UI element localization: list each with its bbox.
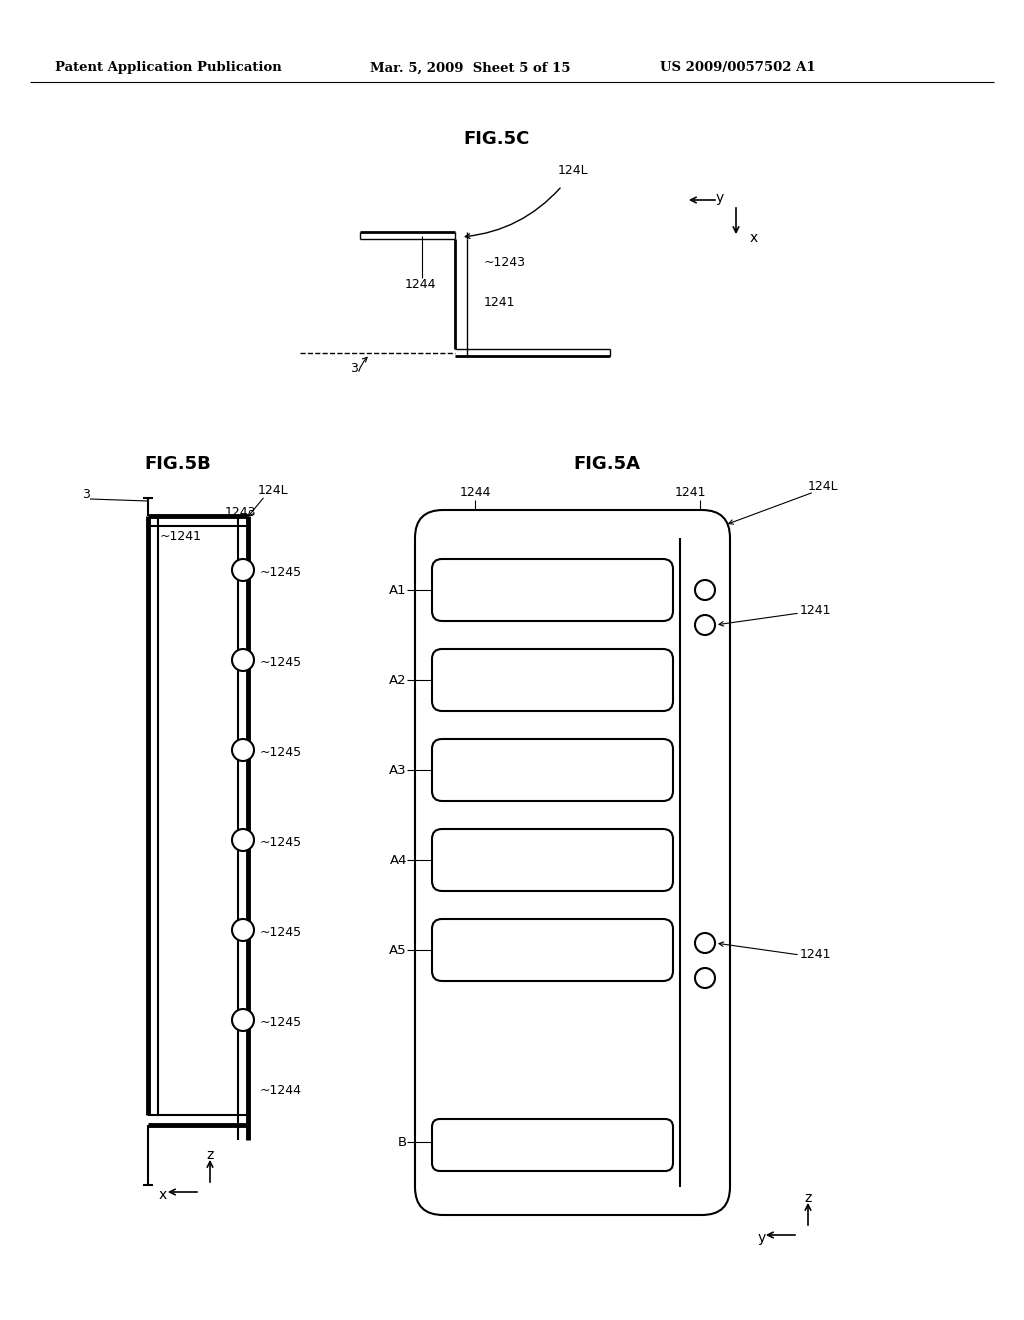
Text: ~1241: ~1241 bbox=[160, 531, 202, 544]
Text: 1244: 1244 bbox=[406, 277, 436, 290]
Circle shape bbox=[232, 558, 254, 581]
FancyBboxPatch shape bbox=[432, 829, 673, 891]
Text: 1241: 1241 bbox=[800, 603, 831, 616]
Circle shape bbox=[695, 968, 715, 987]
Text: US 2009/0057502 A1: US 2009/0057502 A1 bbox=[660, 62, 816, 74]
Text: A1: A1 bbox=[389, 583, 407, 597]
FancyBboxPatch shape bbox=[432, 919, 673, 981]
Text: 1243: 1243 bbox=[225, 506, 256, 519]
Text: 3: 3 bbox=[350, 362, 357, 375]
Text: y: y bbox=[758, 1232, 766, 1245]
Circle shape bbox=[232, 649, 254, 671]
Circle shape bbox=[232, 829, 254, 851]
Text: 124L: 124L bbox=[558, 164, 589, 177]
FancyBboxPatch shape bbox=[415, 510, 730, 1214]
Text: B: B bbox=[398, 1135, 407, 1148]
Text: ~1245: ~1245 bbox=[260, 656, 302, 668]
FancyBboxPatch shape bbox=[432, 649, 673, 711]
Text: 124L: 124L bbox=[258, 483, 289, 496]
Text: ~1245: ~1245 bbox=[260, 1015, 302, 1028]
Text: 1241: 1241 bbox=[674, 486, 706, 499]
Text: ~1245: ~1245 bbox=[260, 836, 302, 849]
Circle shape bbox=[232, 739, 254, 762]
Circle shape bbox=[232, 919, 254, 941]
Text: x: x bbox=[750, 231, 758, 246]
Text: z: z bbox=[804, 1191, 812, 1205]
Circle shape bbox=[232, 1008, 254, 1031]
Text: FIG.5A: FIG.5A bbox=[573, 455, 640, 473]
Circle shape bbox=[695, 615, 715, 635]
Text: FIG.5B: FIG.5B bbox=[144, 455, 211, 473]
Text: Patent Application Publication: Patent Application Publication bbox=[55, 62, 282, 74]
Text: 1244: 1244 bbox=[459, 486, 490, 499]
Text: A2: A2 bbox=[389, 673, 407, 686]
Text: ~1245: ~1245 bbox=[260, 746, 302, 759]
Text: y: y bbox=[716, 191, 724, 205]
Circle shape bbox=[695, 579, 715, 601]
FancyBboxPatch shape bbox=[432, 739, 673, 801]
FancyBboxPatch shape bbox=[432, 558, 673, 620]
Text: z: z bbox=[206, 1148, 214, 1162]
Text: 124L: 124L bbox=[808, 479, 839, 492]
Text: ~1245: ~1245 bbox=[260, 565, 302, 578]
Text: 1241: 1241 bbox=[800, 949, 831, 961]
Text: x: x bbox=[159, 1188, 167, 1203]
Circle shape bbox=[695, 933, 715, 953]
FancyBboxPatch shape bbox=[432, 1119, 673, 1171]
Text: A4: A4 bbox=[389, 854, 407, 866]
Text: ~1244: ~1244 bbox=[260, 1084, 302, 1097]
Text: 1241: 1241 bbox=[484, 296, 515, 309]
Text: A5: A5 bbox=[389, 944, 407, 957]
Text: 3: 3 bbox=[82, 488, 90, 502]
Text: A3: A3 bbox=[389, 763, 407, 776]
Text: Mar. 5, 2009  Sheet 5 of 15: Mar. 5, 2009 Sheet 5 of 15 bbox=[370, 62, 570, 74]
Text: FIG.5C: FIG.5C bbox=[464, 129, 530, 148]
Text: ~1245: ~1245 bbox=[260, 925, 302, 939]
Text: ~1243: ~1243 bbox=[484, 256, 526, 268]
